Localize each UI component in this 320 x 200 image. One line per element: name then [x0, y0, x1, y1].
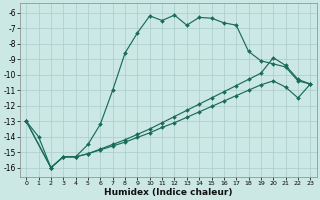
X-axis label: Humidex (Indice chaleur): Humidex (Indice chaleur) — [104, 188, 233, 197]
